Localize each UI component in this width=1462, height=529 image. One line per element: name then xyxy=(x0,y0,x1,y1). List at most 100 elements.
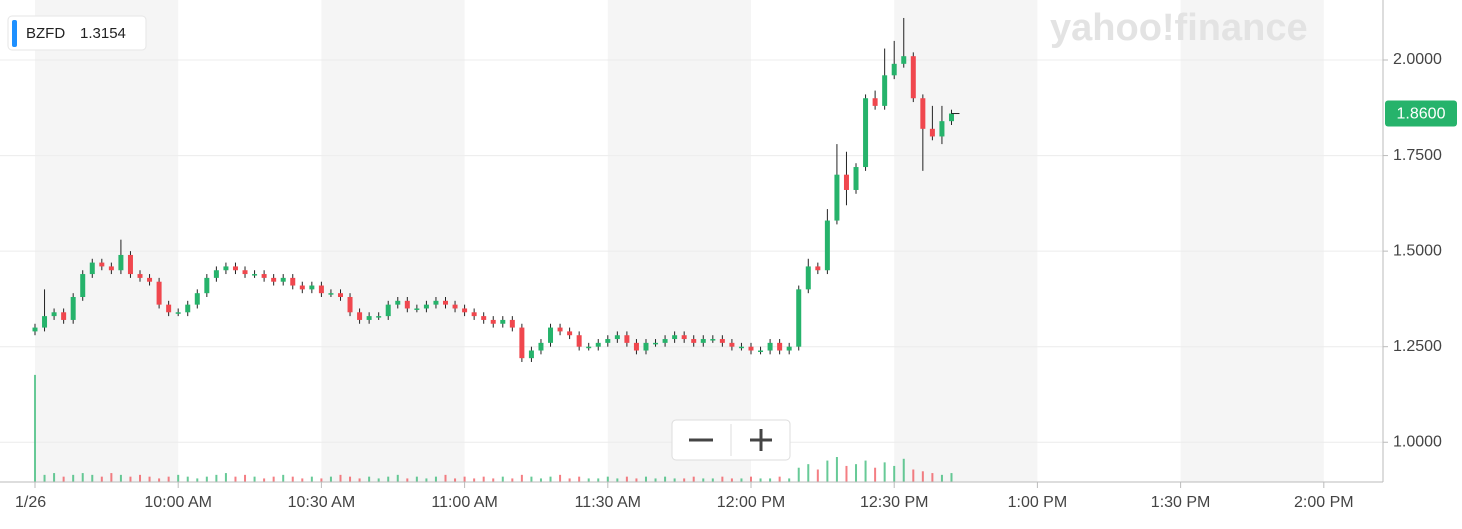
candle-body xyxy=(357,312,363,320)
candle-body xyxy=(328,293,334,295)
candle-body xyxy=(194,293,200,305)
volume-bar xyxy=(874,467,877,482)
candle-body xyxy=(605,339,611,343)
volume-bar xyxy=(520,474,523,482)
candle-body xyxy=(691,339,697,343)
volume-bar xyxy=(730,478,733,482)
volume-bar xyxy=(301,478,304,482)
candle-body xyxy=(252,274,258,276)
candle-body xyxy=(500,319,506,324)
watermark: yahoo!finance xyxy=(1050,7,1308,49)
candle-body xyxy=(61,312,67,320)
candle-body xyxy=(509,319,515,328)
candle-body xyxy=(882,75,888,106)
candle-body xyxy=(586,346,592,349)
candle-body xyxy=(643,342,649,351)
volume-bar xyxy=(864,460,867,482)
volume-bar xyxy=(769,478,772,482)
candle-body xyxy=(204,277,210,294)
session-band xyxy=(894,0,1038,482)
candle-body xyxy=(786,346,792,351)
candle-body xyxy=(710,339,716,341)
candle-body xyxy=(271,277,277,282)
candle-body xyxy=(166,304,172,313)
volume-bar xyxy=(797,467,800,482)
candle-body xyxy=(156,281,162,305)
y-tick-label: 1.2500 xyxy=(1393,338,1442,355)
candle-body xyxy=(758,350,764,353)
volume-bar xyxy=(549,476,552,482)
candle-body xyxy=(443,300,449,305)
volume-bar xyxy=(329,476,332,482)
zoom-in-button[interactable] xyxy=(750,429,772,451)
volume-bar xyxy=(253,476,256,482)
session-band xyxy=(34,0,179,482)
volume-bar xyxy=(893,465,896,482)
volume-bar xyxy=(587,478,590,482)
volume-bar xyxy=(100,476,103,482)
candle-body xyxy=(280,277,286,282)
volume-bar xyxy=(158,478,161,482)
zoom-control xyxy=(671,419,791,461)
candle-body xyxy=(299,285,305,290)
candle-body xyxy=(948,113,954,122)
volume-bar xyxy=(224,473,227,482)
volume-bar xyxy=(539,478,542,482)
candle-body xyxy=(108,266,114,271)
candle-body xyxy=(433,300,439,305)
x-tick-label: 2:00 PM xyxy=(1294,494,1354,511)
volume-bar xyxy=(368,476,371,482)
volume-bar xyxy=(72,474,75,482)
x-tick-label: 10:30 AM xyxy=(288,494,356,511)
candle-body xyxy=(633,342,639,351)
session-band xyxy=(607,0,752,482)
candle-body xyxy=(80,274,86,297)
x-tick-label: 10:00 AM xyxy=(144,494,212,511)
candle-body xyxy=(42,316,48,328)
candle-body xyxy=(147,277,153,282)
volume-bar xyxy=(167,476,170,482)
volume-bar xyxy=(205,476,208,482)
volume-bar xyxy=(759,478,762,482)
volume-bar xyxy=(444,474,447,482)
volume-bar xyxy=(702,478,705,482)
candle-body xyxy=(32,327,38,332)
volume-bar xyxy=(291,476,294,482)
candle-body xyxy=(175,312,181,314)
candle-body xyxy=(242,270,248,275)
volume-bar xyxy=(53,473,56,482)
legend-swatch xyxy=(12,20,17,47)
volume-bar xyxy=(950,473,953,482)
volume-bar xyxy=(855,464,858,482)
candle-body xyxy=(910,56,916,99)
volume-bar xyxy=(81,473,84,482)
volume-bar xyxy=(711,478,714,482)
legend-box xyxy=(7,15,147,51)
volume-bar xyxy=(415,476,418,482)
x-tick-label: 11:30 AM xyxy=(575,494,641,511)
candle-body xyxy=(309,285,315,290)
candle-body xyxy=(624,335,630,343)
candle-body xyxy=(137,274,143,278)
candle-body xyxy=(232,266,238,271)
candle-body xyxy=(118,254,124,271)
volume-bar xyxy=(902,458,905,482)
y-tick-label: 1.7500 xyxy=(1393,147,1442,164)
volume-bar xyxy=(568,478,571,482)
volume-bar xyxy=(119,474,122,482)
candle-body xyxy=(920,98,926,129)
candle-body xyxy=(834,174,840,221)
volume-bar xyxy=(33,374,36,482)
candle-body xyxy=(843,174,849,190)
candle-body xyxy=(185,304,191,313)
volume-bar xyxy=(578,476,581,482)
volume-bar xyxy=(91,474,94,482)
candle-body xyxy=(681,335,687,340)
candle-body xyxy=(366,316,372,320)
candle-body xyxy=(863,98,869,168)
candle-body xyxy=(261,274,267,278)
candle-body xyxy=(347,296,353,313)
volume-bar xyxy=(845,465,848,482)
candle-body xyxy=(662,339,668,343)
volume-bar xyxy=(244,474,247,482)
